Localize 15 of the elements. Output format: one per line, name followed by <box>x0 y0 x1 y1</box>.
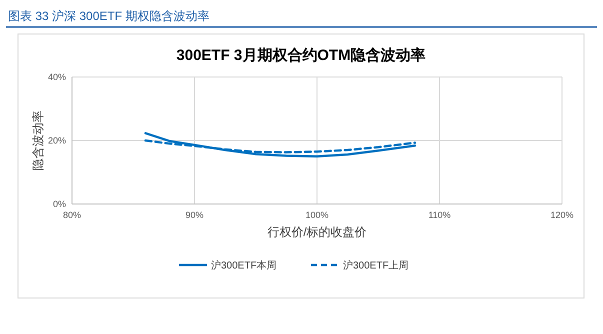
x-axis-title: 行权价/标的收盘价 <box>267 225 367 239</box>
legend-label: 沪300ETF上周 <box>343 260 409 272</box>
x-tick-label: 90% <box>185 210 204 220</box>
line-series <box>144 132 416 158</box>
y-axis-title: 隐含波动率 <box>31 110 45 170</box>
y-tick-label: 40% <box>48 72 66 82</box>
x-tick-label: 80% <box>62 210 82 220</box>
legend-label: 沪300ETF本周 <box>211 260 277 272</box>
y-tick-label: 20% <box>48 136 66 146</box>
chart-subtitle: 图表 33 沪深 300ETF 期权隐含波动率 <box>8 9 210 23</box>
y-tick-label: 0% <box>52 199 66 209</box>
x-tick-label: 120% <box>550 210 574 220</box>
x-tick-label: 100% <box>305 210 329 220</box>
chart-title: 300ETF 3月期权合约OTM隐含波动率 <box>176 46 426 64</box>
x-tick-label: 110% <box>428 210 451 220</box>
